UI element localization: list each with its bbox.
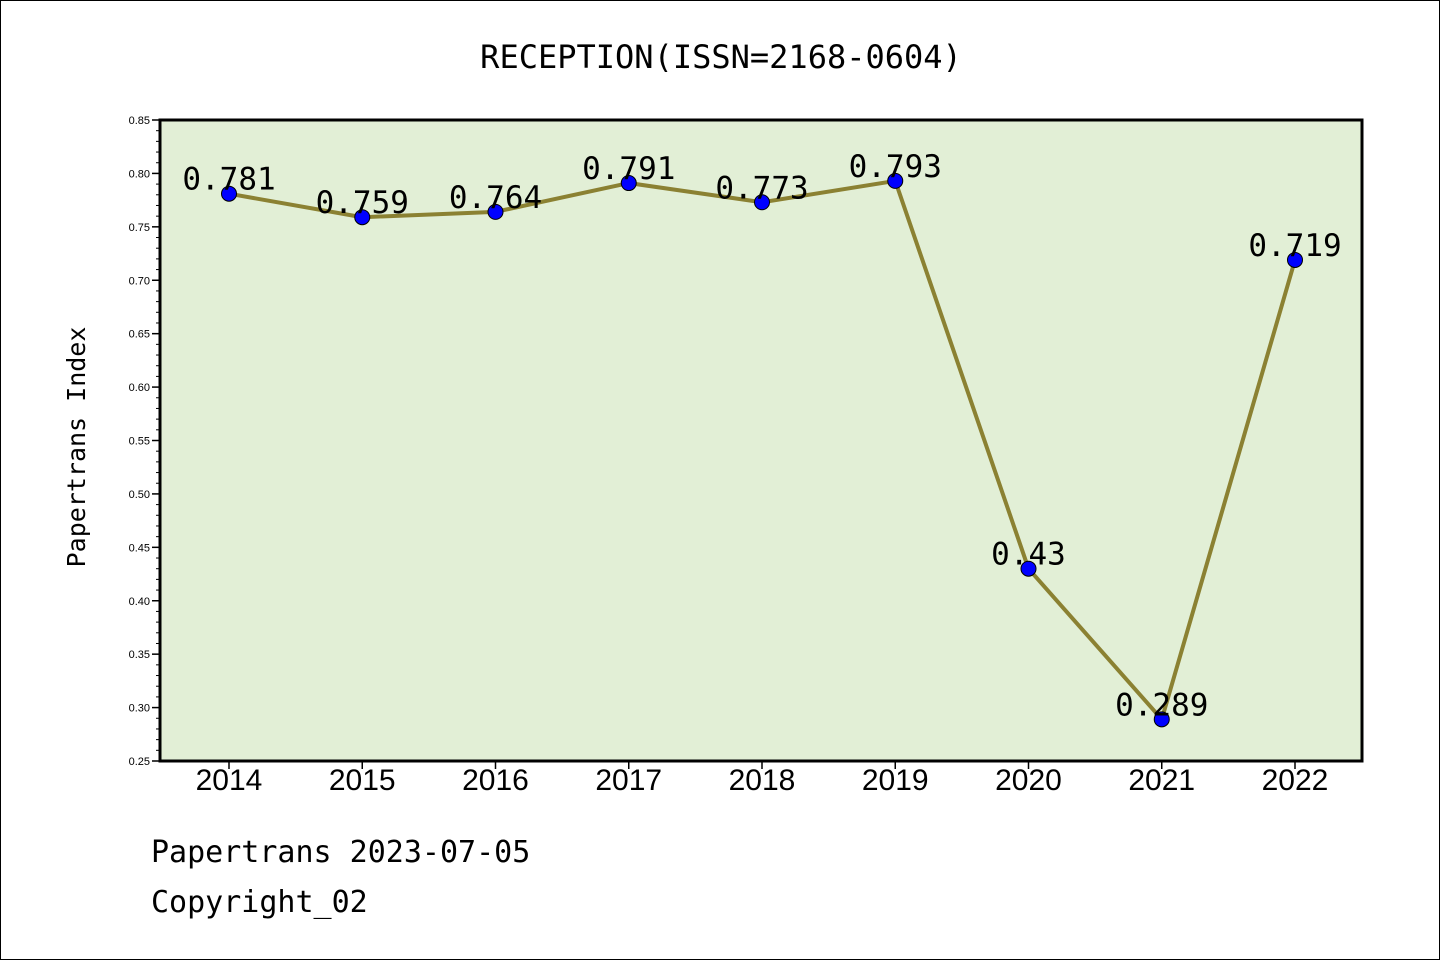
x-tick-label: 2019 (862, 764, 929, 797)
data-label: 0.759 (316, 185, 409, 221)
y-tick-label: 0.70 (129, 275, 150, 287)
data-label: 0.793 (849, 149, 942, 185)
x-tick-label: 2017 (595, 764, 662, 797)
data-labels: 0.781 0.759 0.764 0.791 0.773 0.793 0.43 0.289 0… (182, 149, 1341, 723)
y-tick-label: 0.35 (129, 649, 150, 661)
data-label: 0.791 (582, 151, 675, 187)
data-label: 0.43 (991, 537, 1066, 573)
x-tick-label: 2015 (329, 764, 396, 797)
data-label: 0.764 (449, 180, 542, 216)
y-axis-label: Papertrans Index (62, 327, 91, 568)
data-point (1287, 251, 1303, 268)
data-point (887, 172, 904, 189)
y-tick-label: 0.50 (129, 489, 150, 501)
data-point (620, 175, 637, 192)
y-tick-label: 0.55 (129, 436, 150, 448)
y-tick-label: 0.85 (129, 115, 150, 127)
data-point (1020, 560, 1037, 577)
x-tick-label: 2018 (729, 764, 796, 797)
x-tick-label: 2022 (1262, 764, 1329, 797)
y-tick-label: 0.45 (129, 542, 150, 554)
data-point (487, 203, 504, 220)
chart-title: RECEPTION(ISSN=2168-0604) (480, 38, 962, 76)
data-label: 0.289 (1115, 687, 1208, 723)
data-label: 0.781 (182, 162, 275, 198)
x-tick-label: 2016 (462, 764, 529, 797)
footer-copyright: Copyright_02 (151, 885, 368, 920)
y-tick-label: 0.40 (129, 596, 150, 608)
x-tick-label: 2021 (1128, 764, 1195, 797)
y-tick-label: 0.65 (129, 329, 150, 341)
y-tick-label: 0.30 (129, 703, 150, 715)
data-markers (221, 172, 1303, 728)
plot-area (160, 120, 1362, 761)
data-point (221, 185, 237, 202)
y-tick-label: 0.75 (129, 222, 150, 234)
y-tick-label: 0.25 (129, 756, 150, 768)
footer-date: Papertrans 2023-07-05 (151, 835, 531, 870)
x-tick-label: 2020 (995, 764, 1062, 797)
y-tick-label: 0.60 (129, 382, 150, 394)
axis-ticks: 0.25 0.30 0.35 0.40 0.45 0.50 0.55 0.60 0.65 0.70… (129, 115, 1329, 797)
data-point (1153, 711, 1170, 728)
data-point (754, 194, 770, 211)
data-point (354, 209, 371, 226)
y-tick-label: 0.80 (129, 168, 150, 180)
data-label: 0.719 (1248, 228, 1341, 264)
data-label: 0.773 (715, 170, 808, 206)
plot-border (158, 118, 1364, 763)
x-tick-label: 2014 (196, 764, 263, 797)
